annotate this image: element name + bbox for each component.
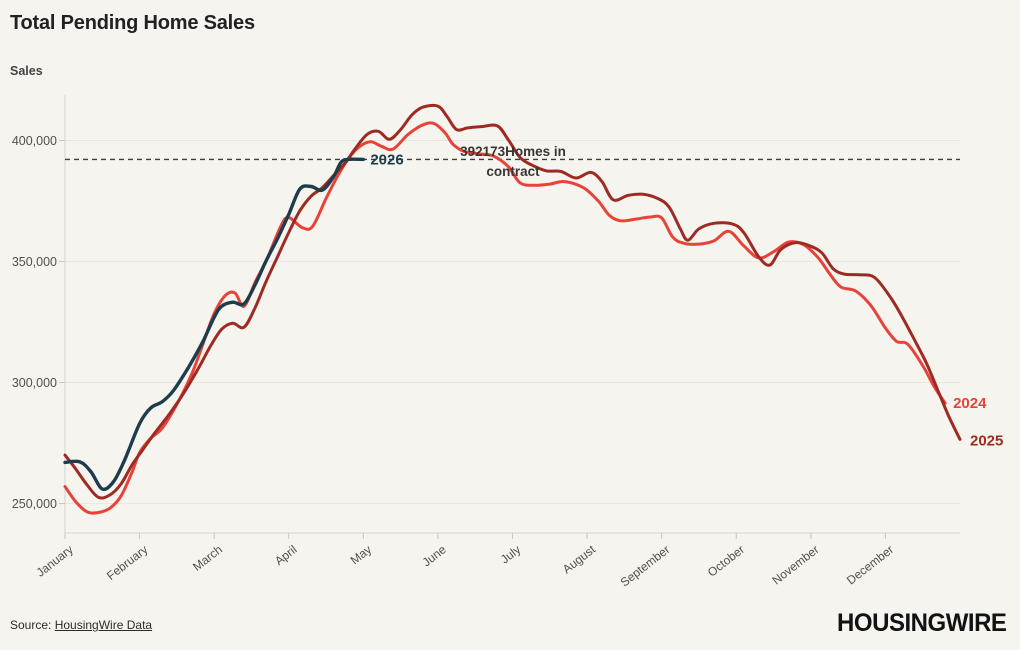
x-axis-labels: January February March April May June July Augu… (34, 542, 897, 590)
series-2026-line (63, 157, 365, 492)
svg-text:May: May (348, 542, 374, 567)
svg-text:December: December (844, 542, 896, 587)
axis-ticks (59, 140, 886, 539)
svg-text:January: January (34, 542, 76, 579)
svg-text:February: February (104, 542, 150, 583)
svg-text:contract: contract (486, 164, 540, 179)
axes (64, 95, 960, 534)
series-end-labels: 2024 2025 2026 (370, 151, 1003, 449)
housingwire-logo: HOUSINGWIRE (836, 609, 1007, 637)
series-label-2025: 2025 (970, 432, 1003, 449)
svg-text:April: April (272, 542, 300, 568)
page-title: Total Pending Home Sales (10, 12, 255, 34)
svg-text:350,000: 350,000 (12, 255, 57, 269)
y-gridlines (65, 140, 960, 504)
source-link[interactable]: HousingWire Data (54, 618, 153, 632)
series-2024-line (63, 121, 947, 515)
svg-text:October: October (705, 542, 747, 579)
source-attribution: Source: HousingWire Data (10, 618, 152, 632)
svg-text:September: September (618, 542, 673, 589)
svg-text:250,000: 250,000 (12, 497, 57, 511)
source-prefix: Source: (10, 618, 55, 632)
svg-text:March: March (190, 542, 225, 574)
svg-text:July: July (498, 542, 523, 566)
svg-text:June: June (420, 542, 449, 569)
svg-text:300,000: 300,000 (12, 376, 57, 390)
svg-text:August: August (560, 542, 599, 576)
series-label-2026: 2026 (370, 151, 403, 168)
series-label-2024: 2024 (953, 395, 987, 412)
svg-text:November: November (769, 542, 821, 587)
series-2025-line (63, 103, 962, 500)
svg-text:392173Homes in: 392173Homes in (460, 144, 566, 159)
y-axis-labels: 250,000 300,000 350,000 400,000 (12, 134, 57, 511)
reference-annotation: 392173Homes in contract (460, 144, 566, 179)
y-axis-title: Sales (10, 64, 43, 78)
svg-text:400,000: 400,000 (12, 134, 57, 148)
